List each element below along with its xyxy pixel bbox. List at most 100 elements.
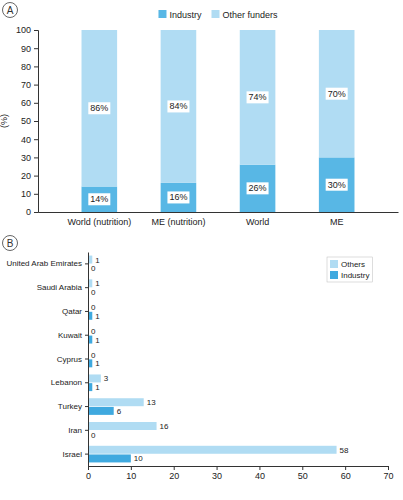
- tick-mark: [259, 466, 260, 470]
- tick: 50: [21, 116, 38, 126]
- plot-area: [82, 30, 355, 212]
- tick-mark: [388, 466, 389, 470]
- legend-label: Others: [341, 260, 365, 269]
- legend-swatch: [330, 260, 338, 268]
- panel-badge: [3, 236, 18, 251]
- tick: 90: [21, 44, 38, 54]
- category-label: Qatar: [62, 307, 82, 316]
- tick: 30: [21, 153, 38, 163]
- data-label-box: [247, 182, 269, 194]
- tick: Saudi Arabia: [37, 283, 88, 292]
- category-label: World: [246, 217, 269, 227]
- legend-items: IndustryOther funders: [158, 10, 278, 20]
- tick-label: 20: [21, 171, 31, 181]
- tick-label: 10: [21, 189, 31, 199]
- tick: 40: [255, 466, 265, 481]
- data-label-box: [167, 100, 189, 112]
- value-axis: 0102030405060708090100: [16, 25, 39, 217]
- data-label: 6: [117, 407, 122, 416]
- bar: [88, 398, 144, 406]
- tick-label: 50: [21, 116, 31, 126]
- data-label: 10: [134, 454, 143, 463]
- tick: 70: [21, 80, 38, 90]
- tick-label: 90: [21, 44, 31, 54]
- data-label: 3: [104, 374, 109, 383]
- tick-label: 80: [21, 62, 31, 72]
- tick-mark: [85, 382, 88, 383]
- data-label: 1: [95, 336, 100, 345]
- data-label-box: [88, 193, 110, 205]
- tick-mark: [88, 466, 89, 470]
- bar: [88, 374, 101, 382]
- tick-mark: [34, 176, 38, 177]
- data-label: 84%: [169, 101, 187, 111]
- tick: Lebanon: [51, 378, 88, 387]
- tick-label: 0: [26, 207, 31, 217]
- data-label: 1: [95, 256, 100, 265]
- data-label: 14%: [90, 194, 108, 204]
- tick-label: 70: [21, 80, 31, 90]
- tick-label: 50: [298, 471, 308, 481]
- tick-label: 40: [255, 471, 265, 481]
- legend-swatch: [330, 271, 338, 279]
- figure: A0102030405060708090100World (nutrition)…: [0, 0, 403, 500]
- tick-mark: [34, 157, 38, 158]
- panel-title: A: [7, 5, 14, 16]
- tick-mark: [345, 466, 346, 470]
- tick: ME: [330, 212, 344, 227]
- tick: 60: [341, 466, 351, 481]
- tick: 10: [21, 189, 38, 199]
- bar: [88, 422, 157, 430]
- data-label: 0: [91, 288, 96, 297]
- legend-swatch: [158, 10, 166, 18]
- bar: [88, 446, 337, 454]
- category-label: Turkey: [58, 402, 82, 411]
- category-label: Kuwait: [58, 331, 83, 340]
- tick-mark: [131, 466, 132, 470]
- tick-label: 60: [21, 98, 31, 108]
- tick: Kuwait: [58, 331, 88, 340]
- data-label-box: [167, 191, 189, 203]
- data-label: 74%: [249, 92, 267, 102]
- category-label: Israel: [62, 450, 82, 459]
- data-label-box: [326, 88, 348, 100]
- category-axis: World (nutrition) ME (nutrition) World ME: [39, 212, 399, 227]
- tick: 20: [169, 466, 179, 481]
- data-label: 1: [95, 383, 100, 392]
- axis-title: (%): [0, 114, 9, 128]
- category-label: Iran: [68, 426, 82, 435]
- bar: [161, 30, 197, 183]
- tick: 0: [26, 207, 38, 217]
- data-label-box: [247, 91, 269, 103]
- category-label: ME (nutrition): [151, 217, 205, 227]
- bar: [240, 30, 276, 165]
- tick-label: 20: [169, 471, 179, 481]
- tick: 40: [21, 135, 38, 145]
- axis-line: [88, 253, 89, 467]
- tick: World: [246, 212, 269, 227]
- panel-title: B: [7, 238, 14, 249]
- tick-mark: [85, 359, 88, 360]
- data-labels: 14%16%26%30%86%84%74%70%: [88, 88, 347, 206]
- tick-label: 60: [341, 471, 351, 481]
- tick: World (nutrition): [67, 212, 131, 227]
- data-label: 70%: [328, 89, 346, 99]
- value-axis: 010203040506070: [86, 466, 394, 481]
- bar: [82, 30, 118, 187]
- category-label: Cyprus: [57, 355, 82, 364]
- bar: [88, 407, 114, 415]
- tick: Iran: [68, 426, 88, 435]
- category-label: Saudi Arabia: [37, 283, 83, 292]
- bar: [82, 187, 118, 212]
- panel: A0102030405060708090100World (nutrition)…: [0, 3, 399, 228]
- panel-badge: [3, 3, 18, 18]
- data-label: 1: [95, 359, 100, 368]
- tick-mark: [85, 335, 88, 336]
- data-label: 16: [160, 422, 169, 431]
- tick-mark: [34, 48, 38, 49]
- data-label: 58: [340, 446, 349, 455]
- axis-line: [39, 212, 399, 213]
- tick-mark: [34, 194, 38, 195]
- tick: Israel: [62, 450, 88, 459]
- data-label: 16%: [169, 192, 187, 202]
